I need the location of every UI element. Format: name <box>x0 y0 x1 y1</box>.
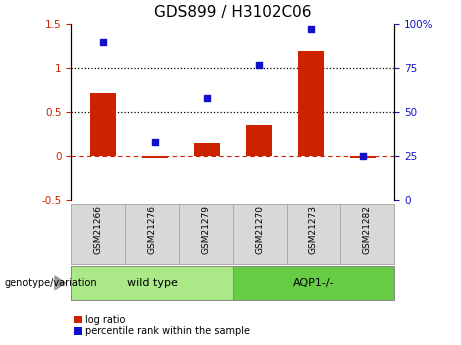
Text: wild type: wild type <box>127 278 177 288</box>
Bar <box>90 93 116 156</box>
Point <box>203 95 211 101</box>
Text: GSM21279: GSM21279 <box>201 205 210 254</box>
Bar <box>142 156 168 158</box>
Polygon shape <box>55 276 65 290</box>
Text: GSM21282: GSM21282 <box>363 205 372 254</box>
Bar <box>194 143 220 156</box>
Point <box>99 39 106 45</box>
Point <box>255 62 262 67</box>
Title: GDS899 / H3102C06: GDS899 / H3102C06 <box>154 5 312 20</box>
Text: genotype/variation: genotype/variation <box>5 278 97 288</box>
Bar <box>298 51 324 156</box>
Text: GSM21276: GSM21276 <box>148 205 157 254</box>
Point <box>151 139 159 145</box>
Text: log ratio: log ratio <box>85 315 126 325</box>
Text: percentile rank within the sample: percentile rank within the sample <box>85 326 250 336</box>
Bar <box>350 156 376 158</box>
Text: AQP1-/-: AQP1-/- <box>293 278 334 288</box>
Point <box>307 27 314 32</box>
Text: GSM21266: GSM21266 <box>94 205 103 254</box>
Text: GSM21273: GSM21273 <box>309 205 318 254</box>
Bar <box>246 125 272 156</box>
Text: GSM21270: GSM21270 <box>255 205 264 254</box>
Point <box>359 153 366 159</box>
